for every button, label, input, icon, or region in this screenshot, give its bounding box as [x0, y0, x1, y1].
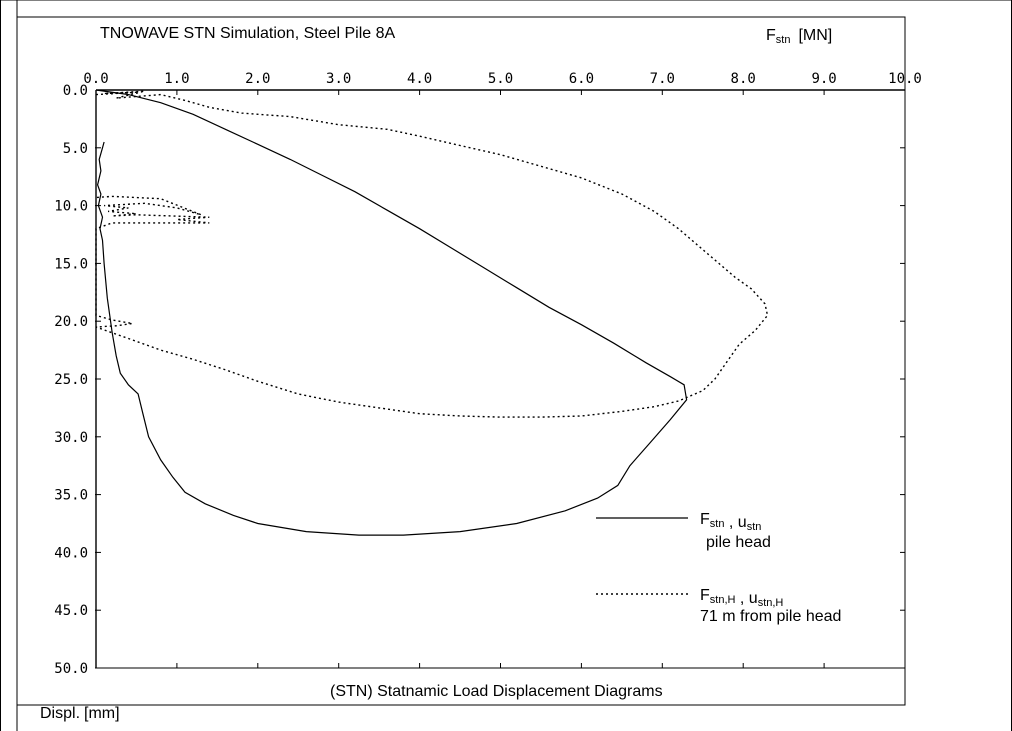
y-tick-label: 20.0	[54, 314, 88, 330]
chart-title: TNOWAVE STN Simulation, Steel Pile 8A	[100, 25, 396, 42]
y-tick-label: 50.0	[54, 661, 88, 677]
legend-label-subscript: stn	[710, 518, 725, 530]
x-axis-label: Fstn [MN]	[766, 27, 832, 46]
x-tick-label: 4.0	[407, 71, 432, 87]
legend-label-line2: 71 m from pile head	[700, 608, 841, 625]
x-axis-label-main: F	[766, 27, 776, 44]
y-tick-label: 35.0	[54, 488, 88, 504]
legend-label-text: F	[700, 511, 710, 528]
x-tick-label: 2.0	[245, 71, 270, 87]
x-tick-label: 1.0	[164, 71, 189, 87]
y-tick-label: 45.0	[54, 603, 88, 619]
legend-label-line1: Fstn,H , ustn,H	[700, 587, 783, 609]
y-tick-label: 25.0	[54, 372, 88, 388]
y-axis-label-unit: [mm]	[84, 705, 120, 722]
x-tick-label: 7.0	[650, 71, 675, 87]
legend-label-subscript: stn,H	[758, 597, 784, 609]
x-axis-label-unit: [MN]	[798, 27, 832, 44]
series-line-dotted	[95, 90, 769, 418]
y-tick-label: 5.0	[63, 141, 88, 157]
y-axis-label: Displ. [mm]	[40, 705, 120, 722]
legend-label-line1: Fstn , ustn	[700, 511, 761, 533]
y-tick-label: 40.0	[54, 545, 88, 561]
x-axis-label-sub: stn	[776, 34, 791, 46]
axis-ticks	[95, 90, 906, 669]
legend-label-text: , u	[735, 590, 757, 607]
legend-label-line2: pile head	[706, 534, 771, 551]
y-tick-label: 15.0	[54, 256, 88, 272]
legend-label-text: , u	[724, 514, 746, 531]
x-tick-label: 5.0	[488, 71, 513, 87]
y-axis-label-main: Displ.	[40, 705, 80, 722]
plot-frame	[16, 16, 906, 706]
y-tick-label: 0.0	[63, 83, 88, 99]
x-tick-label: 8.0	[731, 71, 756, 87]
x-tick-label: 0.0	[83, 71, 108, 87]
chart-subtitle: (STN) Statnamic Load Displacement Diagra…	[330, 683, 663, 700]
series-line-solid	[95, 89, 688, 536]
x-tick-label: 6.0	[569, 71, 594, 87]
data-series	[95, 89, 769, 536]
x-tick-label: 10.0	[888, 71, 922, 87]
x-tick-label: 9.0	[811, 71, 836, 87]
legend-label-subscript: stn,H	[710, 594, 736, 606]
y-tick-label: 10.0	[54, 199, 88, 215]
axis-tick-labels: 0.0 1.0 2.0 3.0 4.0 5.0 6.0 7.0 8.0 9.0 10.0 0.0 5.0…	[54, 71, 922, 677]
legend-label-text: F	[700, 587, 710, 604]
legend-label-subscript: stn	[747, 521, 762, 533]
x-tick-label: 3.0	[326, 71, 351, 87]
y-tick-label: 30.0	[54, 430, 88, 446]
